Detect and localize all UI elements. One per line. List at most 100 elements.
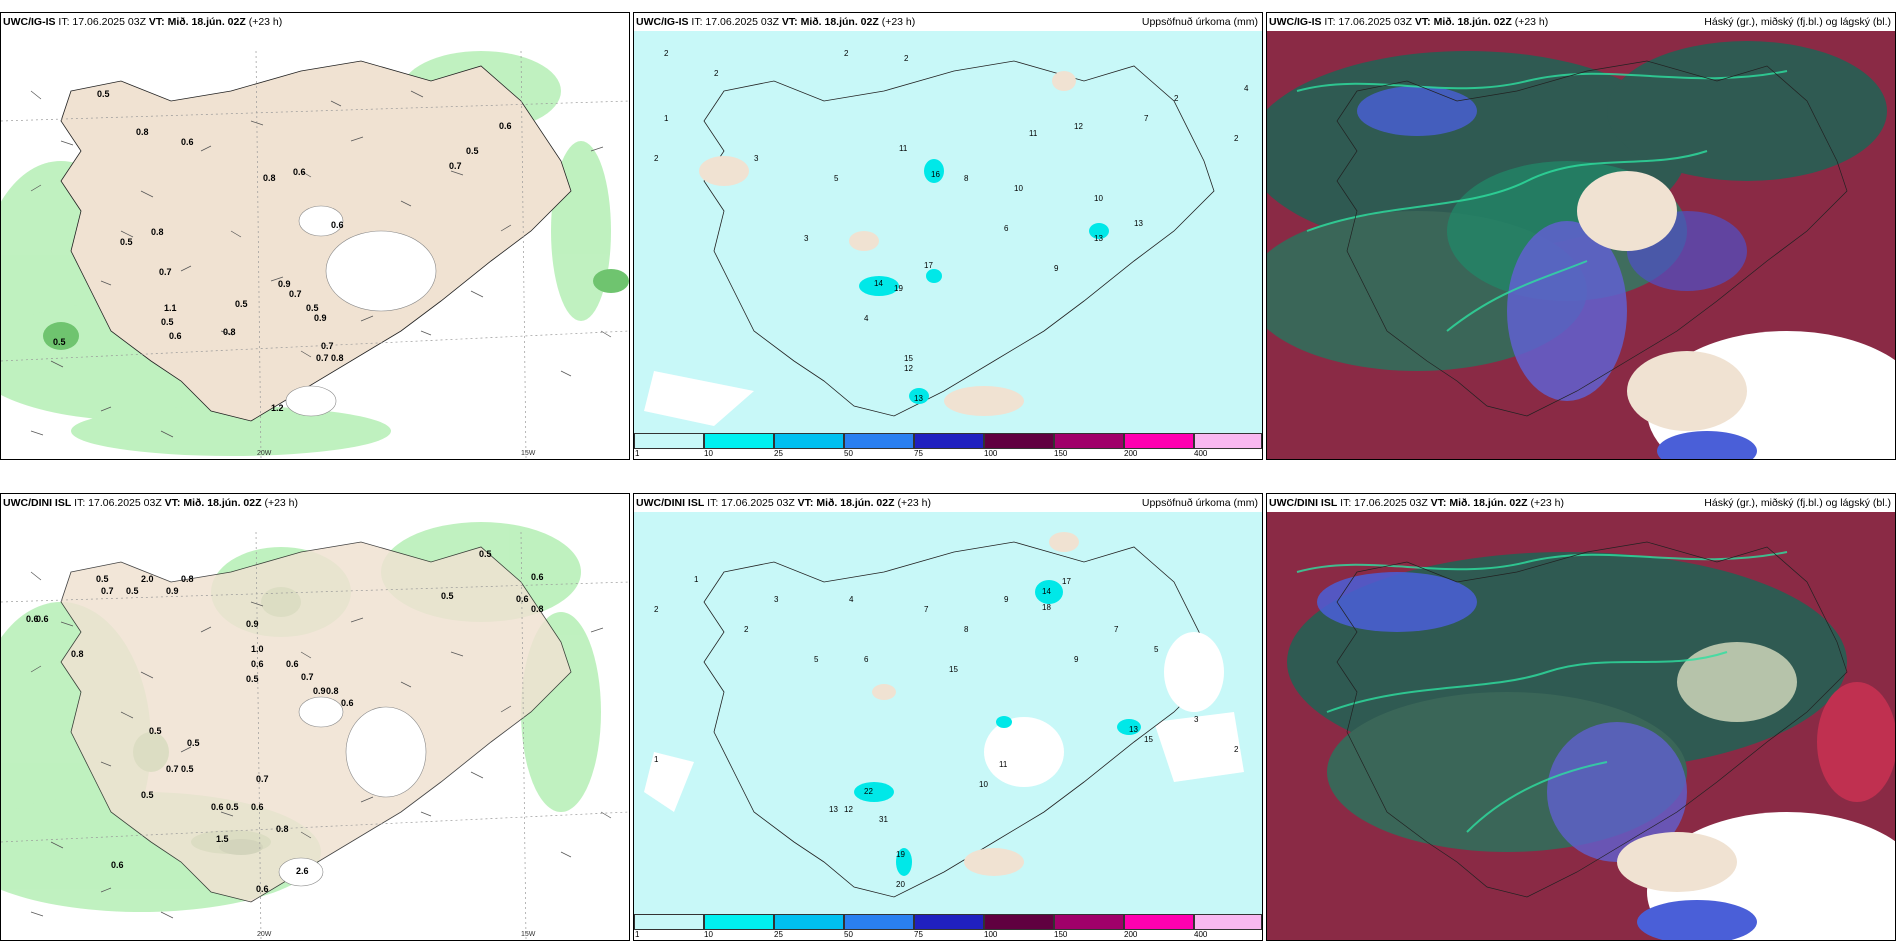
wind-label: 0.9 [246,619,259,629]
wind-label: 0.8 [181,574,194,584]
wind-map-panel-top: UWC/IG-IS IT: 17.06.2025 03Z VT: Mið. 18… [0,12,630,460]
precip-label: 5 [1154,645,1159,654]
precip-label: 1 [664,114,669,123]
precip-label: 2 [844,49,849,58]
panel-title: UWC/DINI ISL IT: 17.06.2025 03Z VT: Mið.… [1269,497,1565,509]
wind-label: 0.7 [101,586,114,596]
wind-label: 0.7 [301,672,314,682]
wind-label: 0.6 [251,659,264,669]
precip-colorbar: 1 10 25 50 75 100 150 200 400 [634,914,1262,940]
precip-label: 3 [774,595,779,604]
precip-label: 10 [1094,194,1103,203]
precip-label: 11 [999,760,1008,769]
wind-label: 0.5 [226,802,239,812]
wind-label: 0.6 [341,698,354,708]
precip-label: 22 [864,787,873,796]
wind-label: 0.6 [169,331,182,341]
wind-label: 0.6 [516,594,529,604]
panel-title: UWC/IG-IS IT: 17.06.2025 03Z VT: Mið. 18… [636,16,916,28]
precip-label: 11 [899,144,908,153]
precip-label: 4 [1244,84,1249,93]
wind-label: 0.6 [26,614,39,624]
precip-label: 9 [1074,655,1079,664]
axis-label: 20W [257,450,272,457]
precip-label: 13 [829,805,838,814]
wind-label: 0.6 [256,884,269,894]
precip-label: 5 [814,655,819,664]
wind-label: 0.9 [314,313,327,323]
cloud-map[interactable] [1267,31,1895,459]
precip-label: 2 [744,625,749,634]
wind-label: 1.1 [164,303,177,313]
precip-label: 14 [874,279,883,288]
precip-label: 12 [844,805,853,814]
precip-label: 15 [1144,735,1153,744]
wind-label: 0.9 [313,686,326,696]
precip-map-panel-top: UWC/IG-IS IT: 17.06.2025 03Z VT: Mið. 18… [633,12,1263,460]
iceland-land [60,60,572,422]
panel-title: UWC/IG-IS IT: 17.06.2025 03Z VT: Mið. 18… [1269,16,1549,28]
wind-label: 0.5 [306,303,319,313]
panel-title: UWC/IG-IS IT: 17.06.2025 03Z VT: Mið. 18… [3,16,283,28]
precip-label: 19 [894,284,903,293]
precip-label: 18 [1042,603,1051,612]
wind-label: 0.6 [331,220,344,230]
wind-label: 0.7 [289,289,302,299]
cloud-map[interactable] [1267,512,1895,940]
precip-label: 15 [904,354,913,363]
wind-map-panel-bottom: UWC/DINI ISL IT: 17.06.2025 03Z VT: Mið.… [0,493,630,941]
wind-label: 0.8 [223,327,236,337]
precip-label: 13 [914,394,923,403]
panel-subtitle: Háský (gr.), miðský (fj.bl.) og lágský (… [1704,497,1891,509]
wind-label: 0.7 [321,341,334,351]
wind-label: 1.5 [216,834,229,844]
precip-label: 6 [1004,224,1009,233]
wind-label: 0.8 [531,604,544,614]
axis-label: 20W [257,931,272,938]
precip-label: 10 [1014,184,1023,193]
precip-label: 2 [1234,745,1239,754]
wind-label: 0.8 [71,649,84,659]
wind-label: 0.8 [151,227,164,237]
precip-label: 3 [804,234,809,243]
wind-label: 0.5 [466,146,479,156]
precip-label: 2 [664,49,669,58]
wind-label: 0.5 [187,738,200,748]
wind-label: 0.6 [36,614,49,624]
wind-label: 0.5 [97,89,110,99]
wind-label: 0.8 [326,686,339,696]
wind-label: 0.6 [181,137,194,147]
precip-label: 9 [1054,264,1059,273]
precip-label: 11 [1029,129,1038,138]
precip-label: 2 [1234,134,1239,143]
precip-label: 3 [1194,715,1199,724]
wind-label: 0.5 [246,674,259,684]
precip-label: 15 [949,665,958,674]
precip-label: 8 [964,174,969,183]
precip-label: 14 [1042,587,1051,596]
precip-map[interactable]: 2 1 2 3 4 5 6 7 8 9 10 11 12 13 14 15 17… [634,512,1262,914]
wind-label: 0.6 [251,802,264,812]
wind-label: 0.7 [166,764,179,774]
precip-label: 5 [834,174,839,183]
precip-label: 9 [1004,595,1009,604]
precip-map[interactable]: 2 2 2 2 1 2 2 2 4 3 11 16 11 12 13 13 10… [634,31,1262,433]
wind-label: 0.5 [235,299,248,309]
precip-label: 16 [931,170,940,179]
wind-map[interactable]: 0.5 0.7 0.5 2.0 0.9 0.8 0.6 0.6 0.8 0.5 … [1,512,629,940]
wind-label: 0.5 [161,317,174,327]
precip-label: 13 [1134,219,1143,228]
wind-label: 0.6 [286,659,299,669]
wind-label: 0.6 [111,860,124,870]
wind-map[interactable]: 0.5 0.8 0.6 0.8 0.6 0.6 0.5 0.7 0.6 0.8 … [1,31,629,459]
precip-label: 13 [1094,234,1103,243]
wind-label: 0.6 [211,802,224,812]
wind-label: 0.7 [316,353,329,363]
precip-label: 13 [1129,725,1138,734]
precip-label: 12 [1074,122,1083,131]
wind-label: 0.7 [449,161,462,171]
wind-label: 0.5 [141,790,154,800]
panel-title: UWC/DINI ISL IT: 17.06.2025 03Z VT: Mið.… [636,497,932,509]
precip-label: 10 [979,780,988,789]
wind-label: 0.9 [166,586,179,596]
